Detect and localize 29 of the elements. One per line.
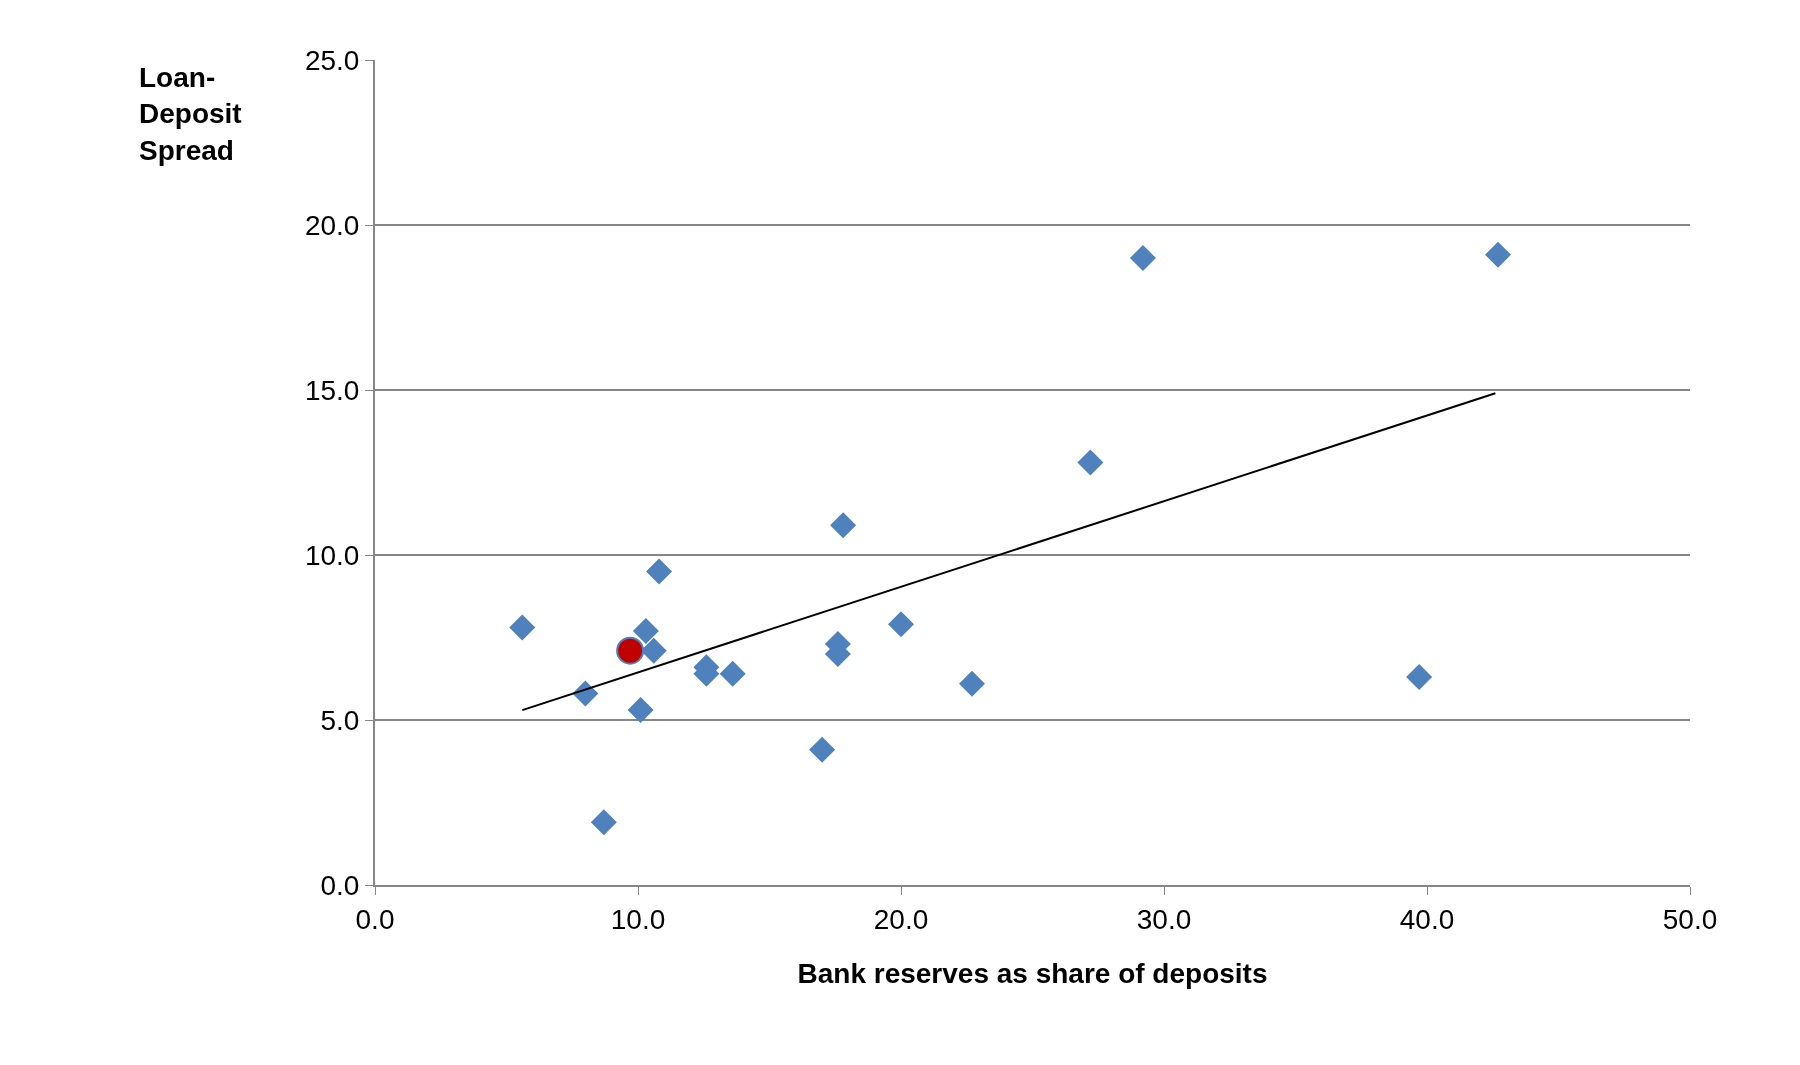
point [1077,449,1104,476]
point [509,614,536,641]
point [1129,245,1156,271]
point [888,611,914,638]
point [1406,664,1433,691]
point [809,736,836,763]
x-axis-title: Bank reserves as share of deposits [797,958,1268,990]
x-tick-label: 10.0 [610,903,666,935]
y-axis-title: Loan-Deposit Spread [139,62,242,166]
point [959,670,986,697]
y-tick-label: 0.0 [320,869,360,901]
point [719,660,746,687]
y-tick-label: 10.0 [304,539,360,571]
point [830,512,857,539]
point [616,636,645,665]
x-tick-label: 0.0 [355,903,395,935]
point [627,697,654,724]
y-tick-label: 25.0 [304,44,360,76]
point [632,617,659,644]
point [646,558,673,585]
y-tick-label: 15.0 [304,374,360,406]
x-tick-label: 50.0 [1662,903,1718,935]
y-tick-label: 20.0 [304,209,360,241]
point [1485,241,1512,268]
x-tick-label: 40.0 [1399,903,1455,935]
point [590,809,617,836]
y-tick-label: 5.0 [320,704,360,736]
x-tick-label: 30.0 [1136,903,1192,935]
x-tick-label: 20.0 [873,903,929,935]
